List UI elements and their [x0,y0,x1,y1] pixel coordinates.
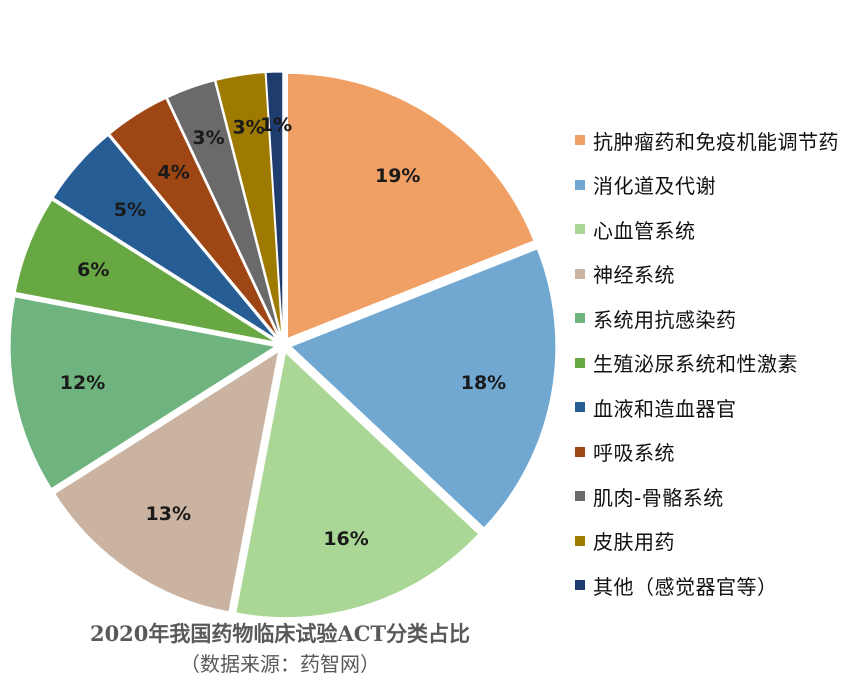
pie-slice-8 [166,80,281,338]
pie-slice-9 [215,72,283,338]
slice-label-6: 5% [114,199,146,221]
slice-label-0: 19% [375,165,420,187]
pie-slice-0 [286,72,535,340]
legend-label: 呼吸系统 [593,441,675,466]
legend-item: 呼吸系统 [575,430,868,475]
legend-label: 系统用抗感染药 [593,307,737,332]
pie-labels: 19%18%16%13%12%6%5%4%3% 3%1% [60,114,506,550]
legend-swatch [575,446,585,457]
legend-label: 抗肿瘤药和免疫机能调节药 [593,129,839,154]
legend-item: 抗肿瘤药和免疫机能调节药 [575,118,868,163]
legend-item: 系统用抗感染药 [575,296,868,341]
legend-item: 肌肉-骨骼系统 [575,474,868,519]
legend-swatch [575,402,585,413]
legend-item: 生殖泌尿系统和性激素 [575,341,868,386]
legend-swatch [575,135,585,146]
legend-item: 消化道及代谢 [575,163,868,208]
slice-label-5: 6% [77,259,109,281]
legend-label: 血液和造血器官 [593,396,737,421]
legend-swatch [575,491,585,502]
legend-label: 皮肤用药 [593,530,675,555]
pie-slice-5 [14,199,276,343]
legend-swatch [575,268,585,279]
slice-label-9: 3% [232,117,264,139]
legend: 抗肿瘤药和免疫机能调节药 消化道及代谢 心血管系统神经系统系统用抗感染药生殖泌尿系统… [575,118,868,608]
pie-slice-7 [109,97,280,339]
legend-item: 血液和造血器官 [575,385,868,430]
legend-item: 神经系统 [575,252,868,297]
slice-label-8: 3% [192,127,224,149]
legend-label: 其他（感觉器官等） [593,574,778,599]
legend-label: 生殖泌尿系统和性激素 [593,352,798,377]
legend-item: 心血管系统 [575,207,868,252]
chart-title: 2020年我国药物临床试验ACT分类占比 [89,621,471,646]
legend-swatch [575,535,585,546]
slice-label-2: 16% [323,528,368,550]
legend-label: 心血管系统 [593,218,696,243]
slice-label-4: 12% [60,372,105,394]
legend-item: 其他（感觉器官等） [575,563,868,608]
pie-slice-2 [235,351,480,619]
slice-label-7: 4% [158,162,190,184]
legend-swatch [575,179,585,190]
legend-item: 皮肤用药 [575,519,868,564]
legend-swatch [575,357,585,368]
legend-label: 肌肉-骨骼系统 [593,485,724,510]
slice-label-3: 13% [146,503,191,525]
pie-slices [9,71,557,619]
pie-slice-3 [54,350,280,613]
pie-slice-4 [9,296,277,490]
pie-slice-1 [289,248,557,529]
pie-slice-10 [265,71,284,338]
legend-label: 神经系统 [593,263,675,288]
legend-swatch [575,313,585,324]
slice-label-1: 18% [461,372,506,394]
chart-subtitle: （数据来源：药智网） [180,652,380,676]
legend-swatch [575,224,585,235]
legend-swatch [575,580,585,591]
pie-slice-6 [52,134,278,341]
slice-label-10: 1% [260,114,292,136]
legend-label: 消化道及代谢 [593,174,716,199]
